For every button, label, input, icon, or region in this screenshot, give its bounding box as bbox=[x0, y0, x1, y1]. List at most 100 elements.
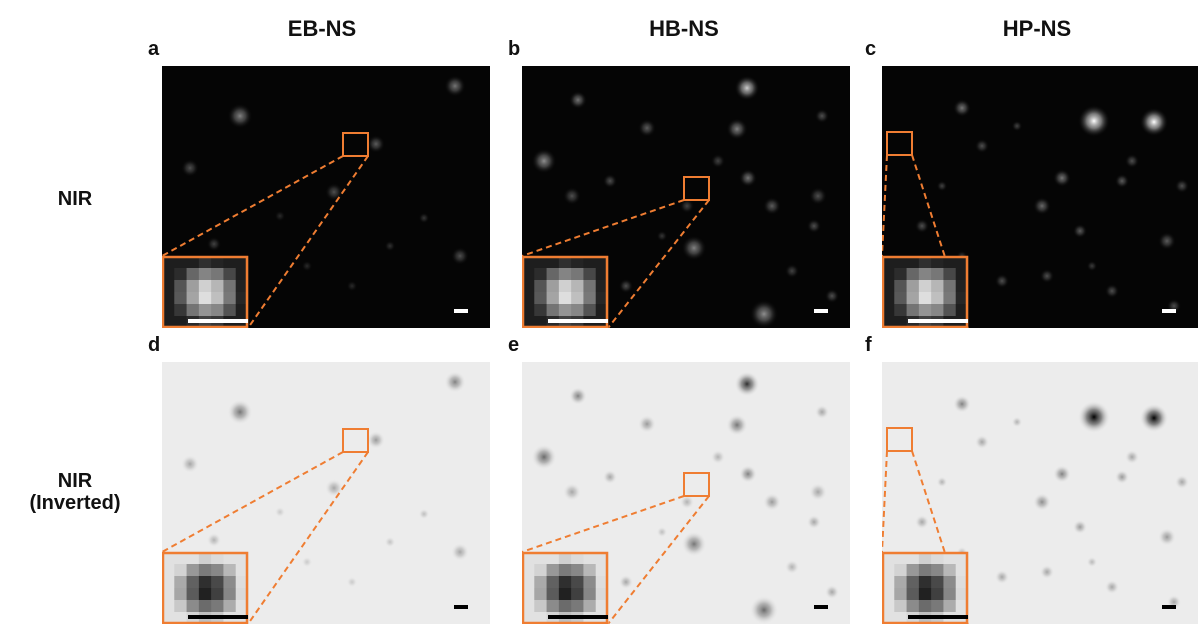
zoom-pixel bbox=[522, 600, 535, 613]
panel-letter-a: a bbox=[148, 38, 160, 60]
zoom-pixel bbox=[894, 552, 908, 565]
zoom-pixel bbox=[894, 304, 908, 317]
zoom-pixel bbox=[522, 280, 535, 293]
zoom-pixel bbox=[198, 552, 212, 565]
zoom-pixel bbox=[894, 612, 908, 624]
fluorescent-spot bbox=[181, 455, 199, 473]
zoom-pixel bbox=[955, 552, 969, 565]
inset-scale-bar bbox=[188, 319, 248, 323]
zoom-pixel bbox=[906, 564, 920, 577]
fluorescent-spot bbox=[569, 387, 587, 405]
zoom-pixel bbox=[955, 280, 969, 293]
inset-scale-bar bbox=[188, 615, 248, 619]
zoom-pixel bbox=[894, 268, 908, 281]
zoom-pixel bbox=[162, 256, 175, 269]
zoom-pixel bbox=[595, 292, 609, 305]
zoom-pixel bbox=[211, 280, 224, 293]
zoom-pixel bbox=[906, 304, 920, 317]
zoom-pixel bbox=[882, 588, 895, 601]
zoom-pixel bbox=[522, 268, 535, 281]
fluorescent-spot bbox=[325, 183, 343, 201]
zoom-pixel bbox=[198, 304, 212, 317]
zoom-pixel bbox=[198, 564, 212, 577]
zoom-pixel bbox=[235, 256, 249, 269]
inset-scale-bar bbox=[548, 615, 608, 619]
fluorescent-spot bbox=[809, 187, 827, 205]
panel-image-d bbox=[162, 362, 490, 624]
fluorescent-spot bbox=[274, 210, 286, 222]
row-label-nir-inverted: NIR (Inverted) bbox=[0, 470, 150, 515]
fluorescent-spot bbox=[602, 469, 618, 485]
fluorescent-spot bbox=[710, 449, 726, 465]
scale-bar bbox=[1162, 605, 1176, 609]
zoom-pixel bbox=[882, 292, 895, 305]
fluorescent-spot bbox=[181, 159, 199, 177]
zoom-pixel bbox=[558, 600, 572, 613]
fluorescent-spot bbox=[638, 415, 656, 433]
zoom-pixel bbox=[931, 552, 944, 565]
fluorescent-spot bbox=[1053, 465, 1071, 483]
fluorescent-spot bbox=[563, 483, 581, 501]
zoom-pixel bbox=[918, 280, 932, 293]
fluorescent-spot bbox=[749, 595, 779, 624]
fluorescent-spot bbox=[1039, 268, 1055, 284]
fluorescent-spot bbox=[563, 187, 581, 205]
zoom-pixel bbox=[174, 292, 188, 305]
fluorescent-spot bbox=[1053, 169, 1071, 187]
fluorescent-spot bbox=[418, 212, 430, 224]
zoom-pixel bbox=[955, 268, 969, 281]
fluorescent-spot bbox=[206, 236, 222, 252]
zoom-pixel bbox=[534, 316, 548, 328]
fluorescent-spot bbox=[367, 431, 385, 449]
fluorescent-spot bbox=[1104, 579, 1120, 595]
zoom-pixel bbox=[583, 256, 597, 269]
zoom-pixel bbox=[571, 576, 584, 589]
zoom-pixel bbox=[534, 552, 548, 565]
zoom-pixel bbox=[174, 600, 188, 613]
zoom-pixel bbox=[235, 280, 249, 293]
zoom-pixel bbox=[882, 564, 895, 577]
fluorescent-spot bbox=[734, 371, 760, 397]
zoom-pixel bbox=[198, 588, 212, 601]
zoom-pixel bbox=[595, 304, 609, 317]
fluorescent-spot bbox=[1033, 197, 1051, 215]
zoom-pixel bbox=[223, 304, 237, 317]
zoom-pixel bbox=[546, 600, 560, 613]
zoom-pixel bbox=[595, 564, 609, 577]
zoom-connector-line bbox=[522, 199, 685, 257]
zoom-pixel bbox=[235, 576, 249, 589]
zoom-connector-line bbox=[882, 154, 888, 257]
zoom-pixel bbox=[595, 268, 609, 281]
zoom-pixel bbox=[162, 316, 175, 328]
zoom-pixel bbox=[955, 576, 969, 589]
zoom-pixel bbox=[955, 588, 969, 601]
zoom-pixel bbox=[186, 304, 200, 317]
zoom-pixel bbox=[235, 600, 249, 613]
zoom-inset-border bbox=[522, 255, 609, 328]
zoom-pixel bbox=[174, 268, 188, 281]
fluorescent-spot bbox=[809, 483, 827, 501]
zoom-pixel bbox=[174, 552, 188, 565]
zoom-connector-line bbox=[162, 155, 344, 257]
zoom-pixel bbox=[931, 576, 944, 589]
zoom-pixel bbox=[522, 576, 535, 589]
fluorescent-spot bbox=[914, 218, 930, 234]
zoom-pixel bbox=[186, 576, 200, 589]
zoom-pixel bbox=[546, 256, 560, 269]
zoom-connector-line bbox=[522, 495, 685, 553]
zoom-pixel bbox=[534, 304, 548, 317]
zoom-pixel bbox=[882, 612, 895, 624]
zoom-inset-border bbox=[162, 551, 249, 624]
zoom-pixel bbox=[211, 256, 224, 269]
zoom-connector-line bbox=[882, 450, 888, 553]
fluorescent-spot bbox=[953, 395, 971, 413]
zoom-pixel bbox=[943, 256, 957, 269]
zoom-pixel bbox=[186, 268, 200, 281]
zoom-pixel bbox=[186, 256, 200, 269]
zoom-connector-line bbox=[607, 495, 710, 624]
fluorescent-spot bbox=[451, 543, 469, 561]
panel-letter-d: d bbox=[148, 334, 161, 356]
zoom-pixel bbox=[162, 576, 175, 589]
zoom-pixel bbox=[235, 292, 249, 305]
fluorescent-spot bbox=[936, 180, 948, 192]
